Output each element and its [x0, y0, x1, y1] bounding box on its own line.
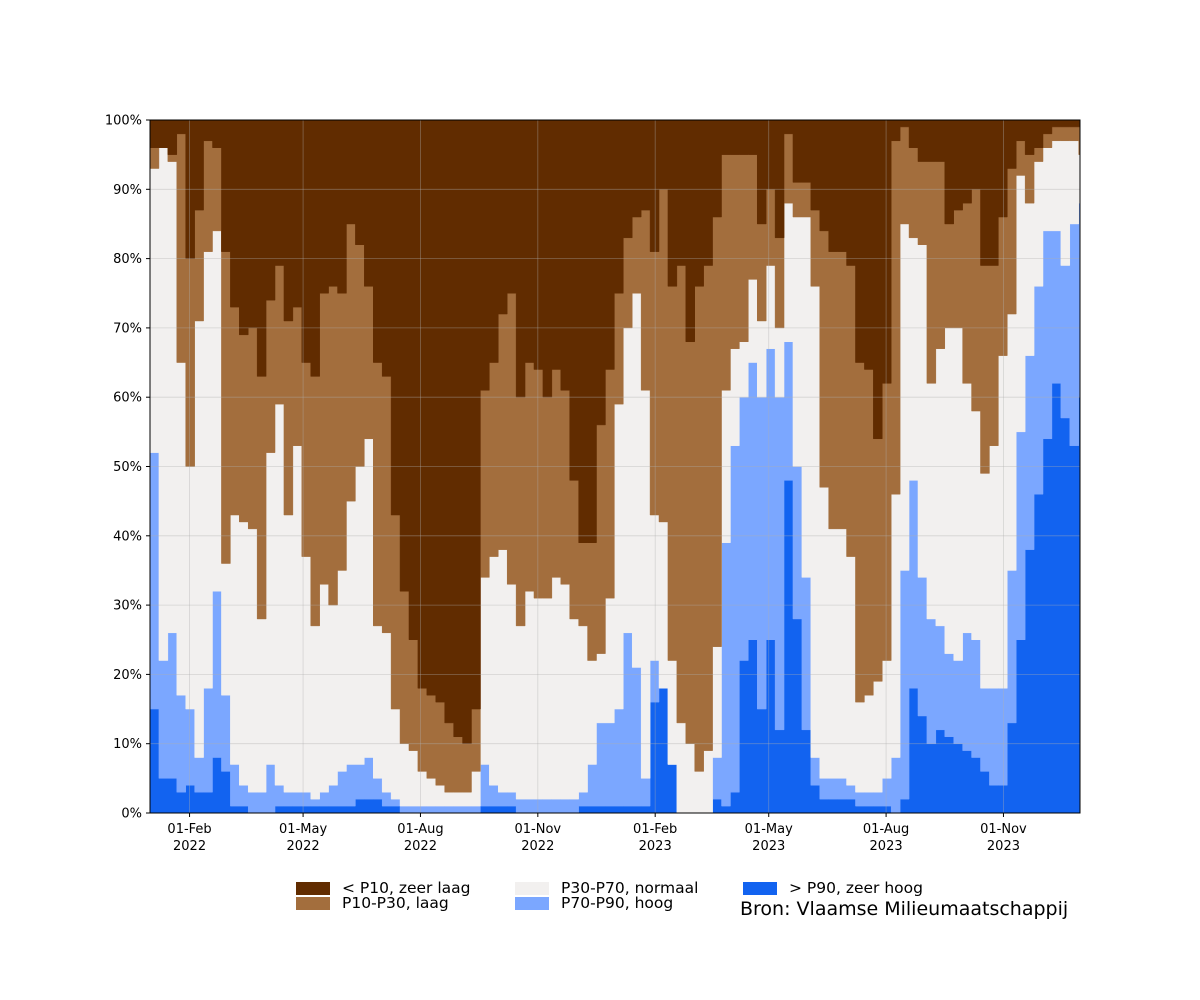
- source-credit: Bron: Vlaamse Milieumaatschappij: [740, 898, 1069, 920]
- legend-item-p90: > P90, zeer hoog: [743, 879, 923, 897]
- x-tick-label-year: 2023: [752, 839, 785, 854]
- x-tick-label-month: 01-Aug: [397, 822, 443, 837]
- y-tick-label: 100%: [105, 114, 142, 129]
- x-tick-label-year: 2022: [521, 839, 554, 854]
- legend-item-p30-p70: P30-P70, normaal: [515, 879, 698, 897]
- legend-label: < P10, zeer laag: [342, 879, 471, 897]
- x-tick-label-month: 01-May: [279, 822, 327, 837]
- x-tick-label-month: 01-Aug: [863, 822, 909, 837]
- x-tick-label-month: 01-Nov: [980, 822, 1027, 837]
- y-tick-label: 20%: [113, 668, 142, 683]
- y-tick-label: 90%: [113, 183, 142, 198]
- x-tick-label-year: 2022: [287, 839, 320, 854]
- legend-item-p10-p30: P10-P30, laag: [296, 894, 449, 912]
- x-axis: 01-Feb 2022 01-May 2022 01-Aug 2022 01-Nov 2022…: [167, 813, 1027, 854]
- y-tick-label: 80%: [113, 252, 142, 267]
- legend-swatch: [296, 896, 330, 910]
- x-tick-label-month: 01-May: [745, 822, 793, 837]
- x-tick-label-year: 2023: [870, 839, 903, 854]
- legend-swatch: [515, 896, 549, 910]
- x-tick-label-year: 2023: [639, 839, 672, 854]
- x-tick-label-month: 01-Nov: [515, 822, 562, 837]
- legend-label: P30-P70, normaal: [561, 879, 699, 897]
- x-tick-label-month: 01-Feb: [167, 822, 211, 837]
- x-tick-label-year: 2022: [404, 839, 437, 854]
- y-tick-label: 50%: [113, 460, 142, 475]
- x-tick-label-month: 01-Feb: [633, 822, 677, 837]
- legend-item-p70-p90: P70-P90, hoog: [515, 894, 673, 912]
- legend-label: P70-P90, hoog: [561, 894, 674, 912]
- y-tick-label: 70%: [113, 321, 142, 336]
- legend-label: > P90, zeer hoog: [789, 879, 923, 897]
- legend-swatch: [296, 881, 330, 895]
- y-tick-label: 0%: [121, 807, 142, 822]
- series-areas: [149, 119, 1081, 814]
- legend-label: P10-P30, laag: [342, 894, 449, 912]
- x-tick-label-year: 2022: [173, 839, 206, 854]
- legend-swatch: [515, 881, 549, 895]
- y-tick-label: 60%: [113, 391, 142, 406]
- x-tick-label-year: 2023: [987, 839, 1020, 854]
- y-tick-label: 40%: [113, 529, 142, 544]
- legend-swatch: [743, 881, 777, 895]
- y-axis: 0% 10% 20% 30% 40% 50% 60% 70% 80% 90% 100%: [105, 114, 150, 822]
- y-tick-label: 30%: [113, 599, 142, 614]
- legend: < P10, zeer laag P10-P30, laag P30-P70, …: [296, 879, 1016, 919]
- y-tick-label: 10%: [113, 737, 142, 752]
- legend-item-p10: < P10, zeer laag: [296, 879, 471, 897]
